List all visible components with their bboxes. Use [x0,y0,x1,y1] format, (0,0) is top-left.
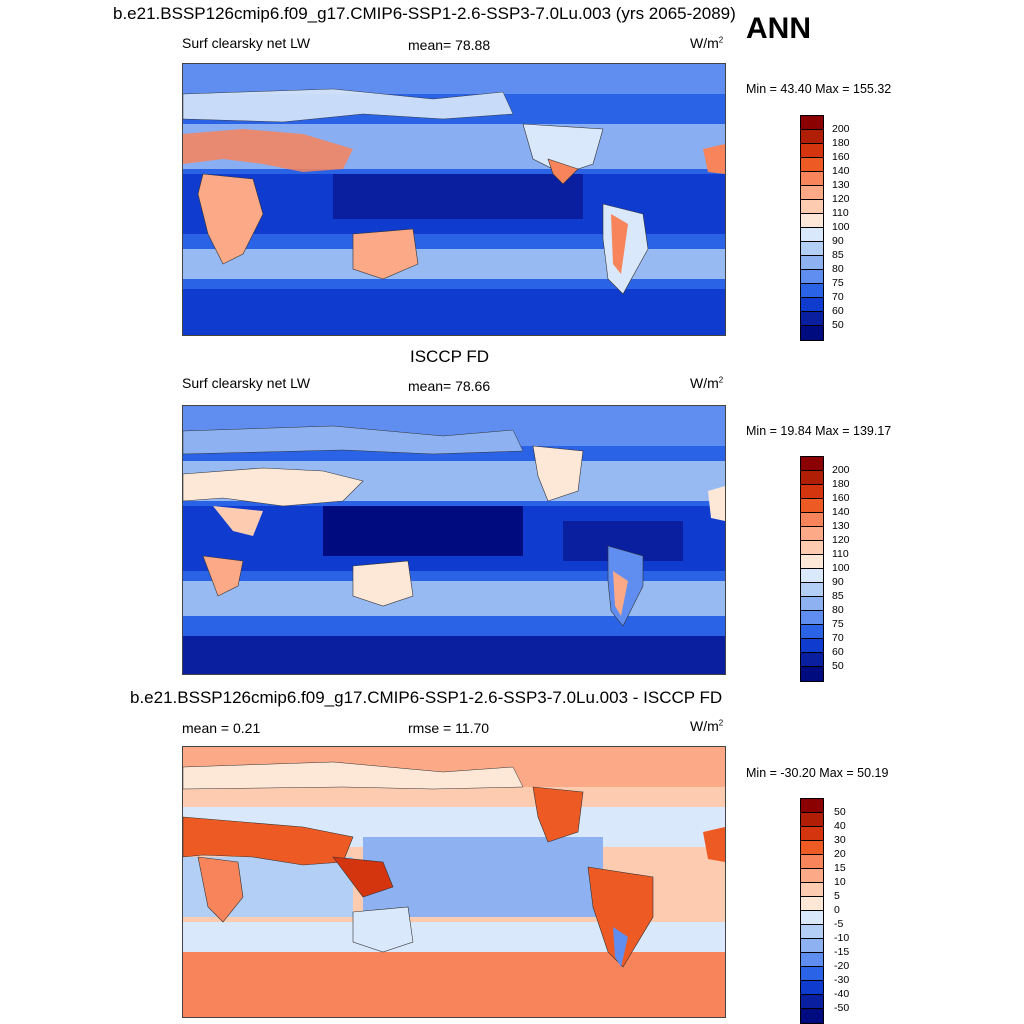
colorbar-tick: 5 [834,890,840,902]
colorbar-tick: 110 [832,207,849,219]
panel2-map [182,405,726,675]
colorbar-tick: 200 [832,123,850,135]
colorbar-tick: 60 [832,646,844,658]
colorbar-tick: 120 [832,193,850,205]
colorbar-tick: 20 [834,848,846,860]
colorbar-tick: 80 [832,263,844,275]
colorbar-tick: -20 [834,960,850,972]
colorbar-tick: 10 [834,876,846,888]
colorbar-tick: 50 [834,806,846,818]
colorbar-tick: 85 [832,249,844,261]
colorbar-tick: 0 [834,904,840,916]
colorbar-tick: 180 [832,478,850,490]
colorbar-tick: 160 [832,151,850,163]
colorbar-tick: 80 [832,604,844,616]
panel1-colorbar [800,115,824,341]
colorbar-tick: -50 [834,1002,850,1014]
panel2-variable: Surf clearsky net LW [182,375,311,391]
panel1-units: W/m2 [690,35,724,51]
colorbar-tick: 110 [832,548,849,560]
panel2-mean: mean= 78.66 [408,378,491,394]
colorbar-tick: -10 [834,932,850,944]
panel3-minmax: Min = -30.20 Max = 50.19 [746,766,889,780]
season-label: ANN [746,12,811,45]
panel1-title: b.e21.BSSP126cmip6.f09_g17.CMIP6-SSP1-2.… [113,4,736,23]
colorbar-tick: -30 [834,974,850,986]
panel3-units: W/m2 [690,718,724,734]
panel1-variable: Surf clearsky net LW [182,35,311,51]
panel3-mean: mean = 0.21 [182,720,261,736]
colorbar-tick: 160 [832,492,850,504]
panel2-title: ISCCP FD [410,347,490,366]
panel2-minmax: Min = 19.84 Max = 139.17 [746,424,892,438]
colorbar-tick: 15 [834,862,846,874]
panel2-colorbar [800,456,824,682]
colorbar-tick: 50 [832,660,844,672]
colorbar-tick: 200 [832,464,850,476]
colorbar-tick: 100 [832,562,850,574]
colorbar-tick: 70 [832,632,844,644]
colorbar-tick: 140 [832,165,850,177]
panel1-map [182,63,726,336]
colorbar-tick: 60 [832,305,844,317]
colorbar-tick: 50 [832,319,844,331]
colorbar-tick: 130 [832,179,850,191]
colorbar-tick: -40 [834,988,850,1000]
colorbar-tick: 30 [834,834,846,846]
colorbar-tick: 120 [832,534,850,546]
colorbar-tick: 75 [832,618,844,630]
colorbar-tick: 75 [832,277,844,289]
panel1-minmax: Min = 43.40 Max = 155.32 [746,82,892,96]
panel2-units: W/m2 [690,375,724,391]
panel1-mean: mean= 78.88 [408,37,491,53]
colorbar-tick: 85 [832,590,844,602]
panel3-rmse: rmse = 11.70 [408,720,490,736]
panel3-title: b.e21.BSSP126cmip6.f09_g17.CMIP6-SSP1-2.… [130,688,723,707]
panel3-colorbar [800,798,824,1024]
panel3-map [182,746,726,1018]
colorbar-tick: -5 [834,918,844,930]
colorbar-tick: -15 [834,946,850,958]
colorbar-tick: 70 [832,291,844,303]
colorbar-tick: 180 [832,137,850,149]
colorbar-tick: 140 [832,506,850,518]
colorbar-tick: 40 [834,820,846,832]
colorbar-tick: 90 [832,576,844,588]
colorbar-tick: 100 [832,221,850,233]
colorbar-tick: 90 [832,235,844,247]
colorbar-tick: 130 [832,520,850,532]
